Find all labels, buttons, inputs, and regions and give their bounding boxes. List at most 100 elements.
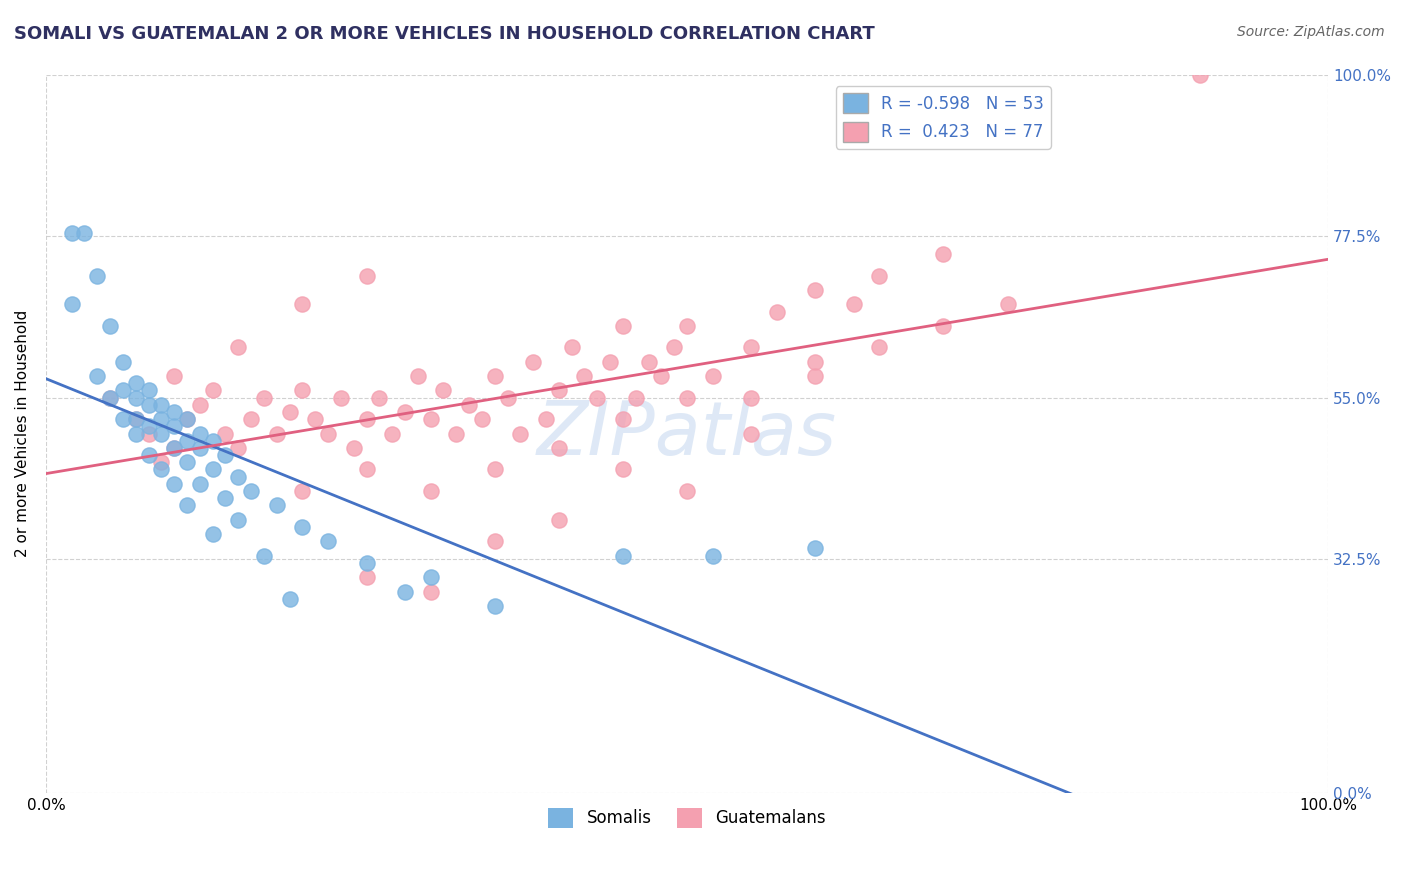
Point xyxy=(188,426,211,441)
Point xyxy=(188,476,211,491)
Point xyxy=(484,369,506,384)
Point xyxy=(458,398,481,412)
Point xyxy=(138,398,160,412)
Point xyxy=(73,226,96,240)
Point xyxy=(150,398,173,412)
Point xyxy=(111,355,134,369)
Point xyxy=(329,391,352,405)
Point xyxy=(214,426,236,441)
Point xyxy=(509,426,531,441)
Point xyxy=(368,391,391,405)
Point xyxy=(676,483,699,498)
Point xyxy=(394,405,416,419)
Point xyxy=(586,391,609,405)
Point xyxy=(664,340,686,354)
Point xyxy=(176,434,198,448)
Point xyxy=(624,391,647,405)
Point xyxy=(125,391,148,405)
Point xyxy=(547,384,569,398)
Point xyxy=(98,391,121,405)
Point xyxy=(226,513,249,527)
Point xyxy=(226,441,249,455)
Point xyxy=(356,268,378,283)
Point xyxy=(125,412,148,426)
Point xyxy=(612,462,634,476)
Point xyxy=(356,556,378,570)
Point xyxy=(702,549,724,563)
Point xyxy=(150,426,173,441)
Point xyxy=(612,549,634,563)
Point xyxy=(804,369,827,384)
Point xyxy=(650,369,672,384)
Point xyxy=(419,412,441,426)
Point xyxy=(419,584,441,599)
Point xyxy=(574,369,596,384)
Point xyxy=(163,369,186,384)
Point xyxy=(266,426,288,441)
Point xyxy=(804,283,827,297)
Point xyxy=(176,412,198,426)
Point xyxy=(432,384,454,398)
Point xyxy=(676,391,699,405)
Point xyxy=(356,462,378,476)
Point xyxy=(406,369,429,384)
Point xyxy=(291,520,314,534)
Point xyxy=(111,384,134,398)
Point xyxy=(214,491,236,506)
Point xyxy=(278,591,301,606)
Point xyxy=(150,412,173,426)
Point xyxy=(932,247,955,261)
Point xyxy=(60,297,83,311)
Point xyxy=(125,426,148,441)
Point xyxy=(163,419,186,434)
Point xyxy=(98,391,121,405)
Text: Source: ZipAtlas.com: Source: ZipAtlas.com xyxy=(1237,25,1385,39)
Point xyxy=(547,513,569,527)
Point xyxy=(612,412,634,426)
Point xyxy=(163,441,186,455)
Point xyxy=(214,448,236,462)
Point xyxy=(60,226,83,240)
Point xyxy=(381,426,404,441)
Point xyxy=(176,412,198,426)
Point xyxy=(138,419,160,434)
Point xyxy=(471,412,494,426)
Point xyxy=(291,297,314,311)
Point xyxy=(484,462,506,476)
Point xyxy=(804,541,827,556)
Point xyxy=(868,340,890,354)
Point xyxy=(842,297,865,311)
Point xyxy=(188,398,211,412)
Point xyxy=(419,483,441,498)
Point xyxy=(394,584,416,599)
Point xyxy=(612,318,634,333)
Point xyxy=(253,549,276,563)
Point xyxy=(484,599,506,613)
Point xyxy=(150,455,173,469)
Point xyxy=(304,412,326,426)
Point xyxy=(138,426,160,441)
Point xyxy=(997,297,1019,311)
Y-axis label: 2 or more Vehicles in Household: 2 or more Vehicles in Household xyxy=(15,310,30,558)
Text: ZIPatlas: ZIPatlas xyxy=(537,398,837,469)
Point xyxy=(201,434,224,448)
Point xyxy=(86,369,108,384)
Point xyxy=(291,483,314,498)
Point xyxy=(868,268,890,283)
Point xyxy=(522,355,544,369)
Point xyxy=(201,462,224,476)
Point xyxy=(740,426,762,441)
Point xyxy=(266,499,288,513)
Point xyxy=(446,426,468,441)
Point xyxy=(804,355,827,369)
Point xyxy=(98,318,121,333)
Point xyxy=(163,405,186,419)
Point xyxy=(201,384,224,398)
Point xyxy=(1188,68,1211,82)
Point xyxy=(150,462,173,476)
Point xyxy=(125,412,148,426)
Point xyxy=(125,376,148,391)
Point xyxy=(599,355,621,369)
Point xyxy=(176,499,198,513)
Text: SOMALI VS GUATEMALAN 2 OR MORE VEHICLES IN HOUSEHOLD CORRELATION CHART: SOMALI VS GUATEMALAN 2 OR MORE VEHICLES … xyxy=(14,25,875,43)
